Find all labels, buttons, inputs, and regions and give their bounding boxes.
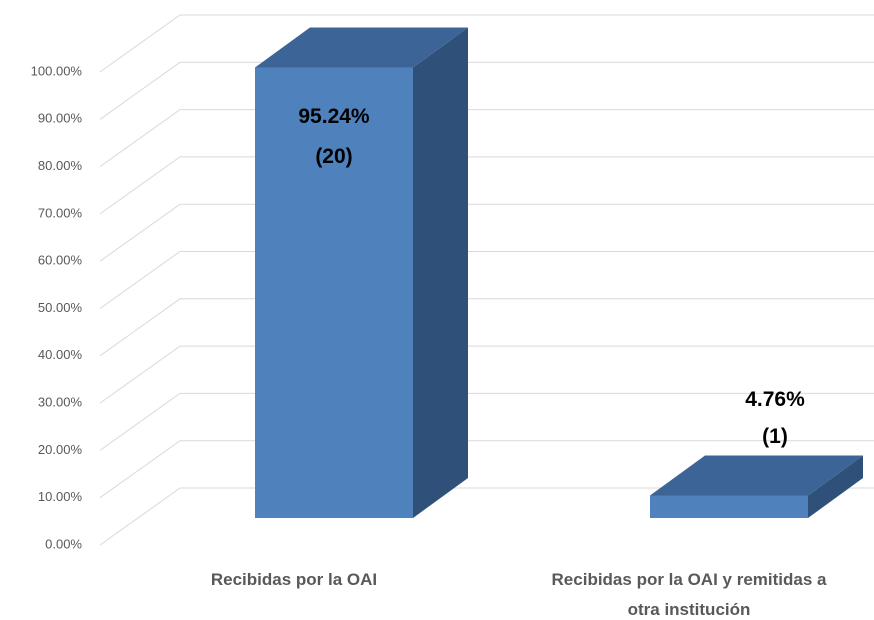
bar <box>255 67 413 518</box>
bar-side <box>413 27 468 518</box>
y-tick-label: 60.00% <box>38 253 83 268</box>
count-label: (20) <box>315 145 352 168</box>
y-tick-label: 80.00% <box>38 158 83 173</box>
value-label: 95.24% <box>298 105 370 128</box>
count-label: (1) <box>762 425 788 448</box>
y-tick-label: 0.00% <box>45 536 82 551</box>
grid-line <box>99 440 874 499</box>
x-tick-label: Recibidas por la OAI y remitidas a otra … <box>551 570 827 619</box>
grid-line <box>99 345 874 404</box>
grid-line <box>99 156 874 215</box>
value-label: 4.76% <box>745 388 805 411</box>
bar-top <box>255 27 468 68</box>
grid-line <box>99 392 874 451</box>
x-tick-label: Recibidas por la OAI <box>210 570 378 589</box>
grid-line <box>99 298 874 357</box>
bar-top <box>650 455 863 496</box>
y-tick-label: 50.00% <box>38 300 83 315</box>
grid-line <box>99 203 874 262</box>
grid-line <box>99 61 874 120</box>
y-tick-label: 30.00% <box>38 395 83 410</box>
y-tick-label: 40.00% <box>38 347 83 362</box>
grid-line <box>99 14 874 73</box>
grid-line <box>99 251 874 309</box>
bar <box>650 495 808 518</box>
grid-line <box>99 487 874 546</box>
grid-line <box>99 109 874 168</box>
y-tick-label: 20.00% <box>38 442 83 457</box>
y-tick-label: 100.00% <box>31 63 83 78</box>
y-tick-label: 10.00% <box>38 489 83 504</box>
y-tick-label: 70.00% <box>38 205 83 220</box>
y-tick-label: 90.00% <box>38 111 83 126</box>
bar-side <box>808 455 863 518</box>
